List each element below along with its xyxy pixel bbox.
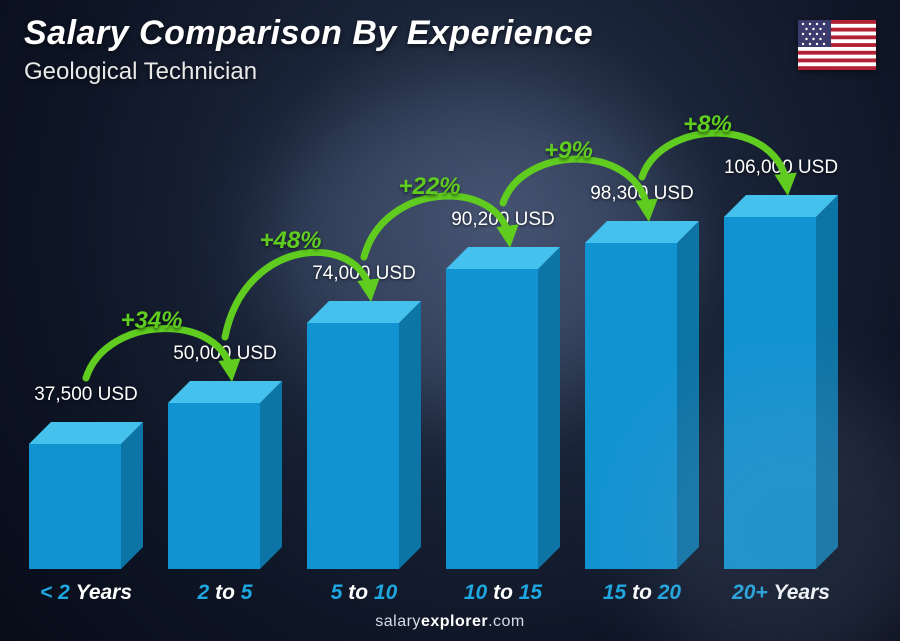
bar-chart: 37,500 USD 50,000 USD 74,000 USD 90,200 USD… bbox=[28, 109, 860, 569]
bar-3d bbox=[168, 381, 282, 569]
bar-slot: 74,000 USD bbox=[306, 261, 422, 569]
infographic-stage: Salary Comparison By Experience Geologic… bbox=[0, 0, 900, 641]
increase-pct: +8% bbox=[683, 111, 732, 139]
bar-value-label: 90,200 USD bbox=[451, 209, 555, 231]
x-axis-label: 15 to 20 bbox=[584, 581, 700, 605]
bar-value-label: 98,300 USD bbox=[590, 183, 694, 205]
x-axis-label: 5 to 10 bbox=[306, 581, 422, 605]
bar-value-label: 50,000 USD bbox=[173, 343, 277, 365]
bar-slot: 90,200 USD bbox=[445, 207, 561, 569]
bar-slot: 98,300 USD bbox=[584, 181, 700, 569]
bar-3d bbox=[724, 195, 838, 569]
bar-3d bbox=[307, 301, 421, 569]
bar-slot: 106,000 USD bbox=[723, 155, 839, 569]
x-axis-label: < 2 Years bbox=[28, 581, 144, 605]
x-axis-label: 2 to 5 bbox=[167, 581, 283, 605]
bar-3d bbox=[29, 422, 143, 569]
footer-attribution: salaryexplorer.com bbox=[0, 613, 900, 631]
footer-text-2: .com bbox=[488, 613, 525, 630]
flag-icon bbox=[798, 20, 876, 70]
chart-title: Salary Comparison By Experience bbox=[24, 14, 593, 53]
bar-slot: 37,500 USD bbox=[28, 382, 144, 569]
x-axis-labels: < 2 Years 2 to 5 5 to 10 10 to 15 15 to 20 20… bbox=[28, 575, 860, 605]
footer-text-bold: explorer bbox=[421, 613, 488, 630]
x-axis-label: 10 to 15 bbox=[445, 581, 561, 605]
bar-3d bbox=[585, 221, 699, 569]
x-axis-label: 20+ Years bbox=[723, 581, 839, 605]
bar-value-label: 106,000 USD bbox=[724, 157, 838, 179]
bar-3d bbox=[446, 247, 560, 569]
increase-pct: +9% bbox=[544, 137, 593, 165]
bar-value-label: 37,500 USD bbox=[34, 384, 138, 406]
increase-pct: +22% bbox=[398, 173, 460, 201]
increase-pct: +48% bbox=[259, 227, 321, 255]
bar-slot: 50,000 USD bbox=[167, 341, 283, 569]
chart-subtitle: Geological Technician bbox=[24, 58, 257, 86]
bar-value-label: 74,000 USD bbox=[312, 263, 416, 285]
increase-pct: +34% bbox=[120, 307, 182, 335]
footer-text-1: salary bbox=[375, 613, 421, 630]
